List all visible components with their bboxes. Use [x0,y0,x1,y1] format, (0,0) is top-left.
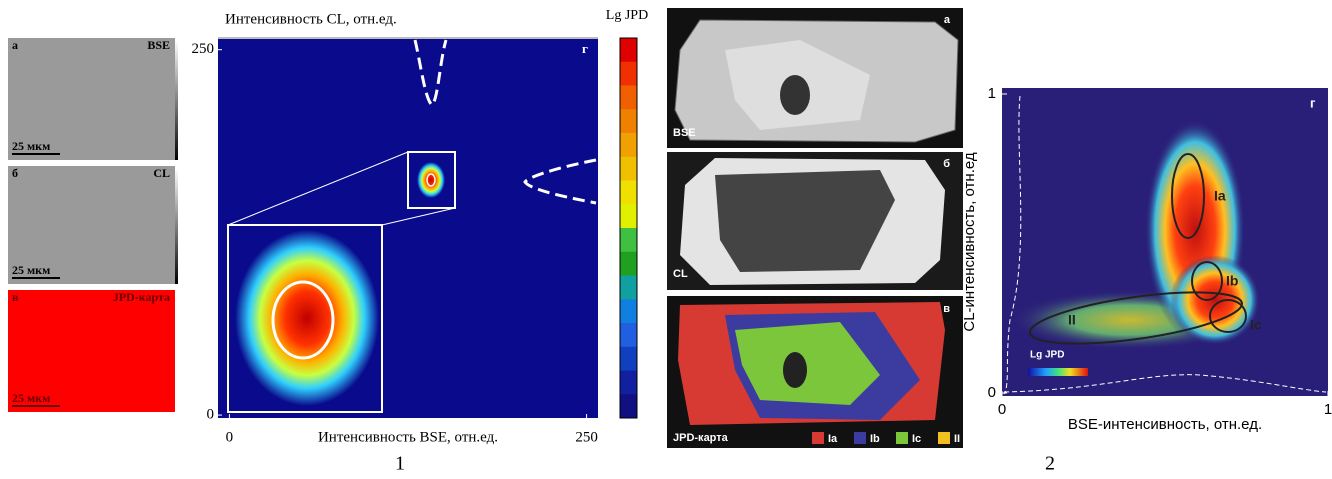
colorbar [620,38,637,419]
panel-label: CL [673,268,688,280]
legend-label: Ia [828,433,838,445]
colorbar-cell [620,133,637,157]
colorbar-cell [620,371,637,395]
colorbar-label: Lg JPD [606,8,648,23]
panel-label: JPD-карта [113,290,170,304]
scale-label: 25 мкм [12,391,50,405]
figure: а BSE 25 мкм б CL 25 мкм в JPD-карта 25 … [0,0,1332,479]
legend-label: Ib [870,433,880,445]
colorbar-cell [620,109,637,133]
x-tick-label: 250 [575,429,598,445]
y-axis-label: Интенсивность CL, отн.ед. [225,11,397,27]
y-tick-label: 250 [192,41,215,57]
x-tick-label: 0 [998,401,1006,418]
y-tick-label: 0 [988,384,996,401]
y-tick-label: 1 [988,85,996,102]
grayscale-bar [175,40,178,160]
colorbar-cell [620,204,637,228]
panel-label: JPD-карта [673,432,729,444]
legend-label: II [954,433,960,445]
legend-swatch [938,432,950,444]
panel-label: BSE [673,127,696,139]
inclusion [783,352,807,388]
cluster-label: Ia [1214,188,1226,204]
jpd-plot: Интенсивность CL, отн.ед. Интенсивность … [218,8,648,474]
panel-letter: в [943,303,950,315]
panel-letter: в [12,290,19,304]
colorbar-cell [620,86,637,110]
colorbar [1028,368,1088,376]
legend-swatch [854,432,866,444]
legend-swatch [896,432,908,444]
panel-letter: б [12,166,18,180]
cluster-label: Ib [1226,273,1238,289]
x-tick-label: 0 [226,429,234,445]
panel-letter: а [12,38,18,52]
colorbar-cell [620,323,637,347]
grayscale-bar [175,168,178,284]
panel-label: CL [153,166,170,180]
colorbar-cell [620,228,637,252]
panel-label: BSE [147,38,170,52]
colorbar-cell [620,157,637,181]
mineral-panels: а BSE б CL в JPD-карта Ia Ib Ic II [667,8,963,448]
cluster-label: II [1068,312,1076,328]
jpd-blob [235,230,379,406]
inclusion [780,75,810,115]
scatter-plot: Ia Ib Ic II г Lg JPD BSE-интенсивность, … [961,88,1328,475]
small-panels: а BSE 25 мкм б CL 25 мкм в JPD-карта 25 … [8,38,178,412]
colorbar-cell [620,299,637,323]
legend-swatch [812,432,824,444]
colorbar-cell [620,62,637,86]
colorbar-label: Lg JPD [1030,350,1064,361]
x-axis-label: BSE-интенсивность, отн.ед. [1068,416,1262,433]
colorbar-cell [620,38,637,62]
caption: 1 [395,453,405,475]
legend-label: Ic [912,433,921,445]
panel-letter: б [943,158,950,170]
colorbar-cell [620,394,637,418]
panel-letter: г [1310,95,1316,110]
scale-label: 25 мкм [12,139,50,153]
colorbar-cell [620,181,637,205]
colorbar-cell [620,252,637,276]
jpd-blob [417,162,445,198]
y-tick-label: 0 [207,407,215,423]
colorbar-cell [620,347,637,371]
panel-letter: г [582,41,588,56]
panel-letter: а [944,14,951,26]
scale-label: 25 мкм [12,263,50,277]
x-axis-label: Интенсивность BSE, отн.ед. [318,429,498,445]
x-tick-label: 1 [1324,401,1332,418]
caption: 2 [1045,453,1055,475]
y-axis-label: CL-интенсивность, отн.ед [961,152,978,332]
cluster-label: Ic [1250,317,1262,333]
colorbar-cell [620,276,637,300]
